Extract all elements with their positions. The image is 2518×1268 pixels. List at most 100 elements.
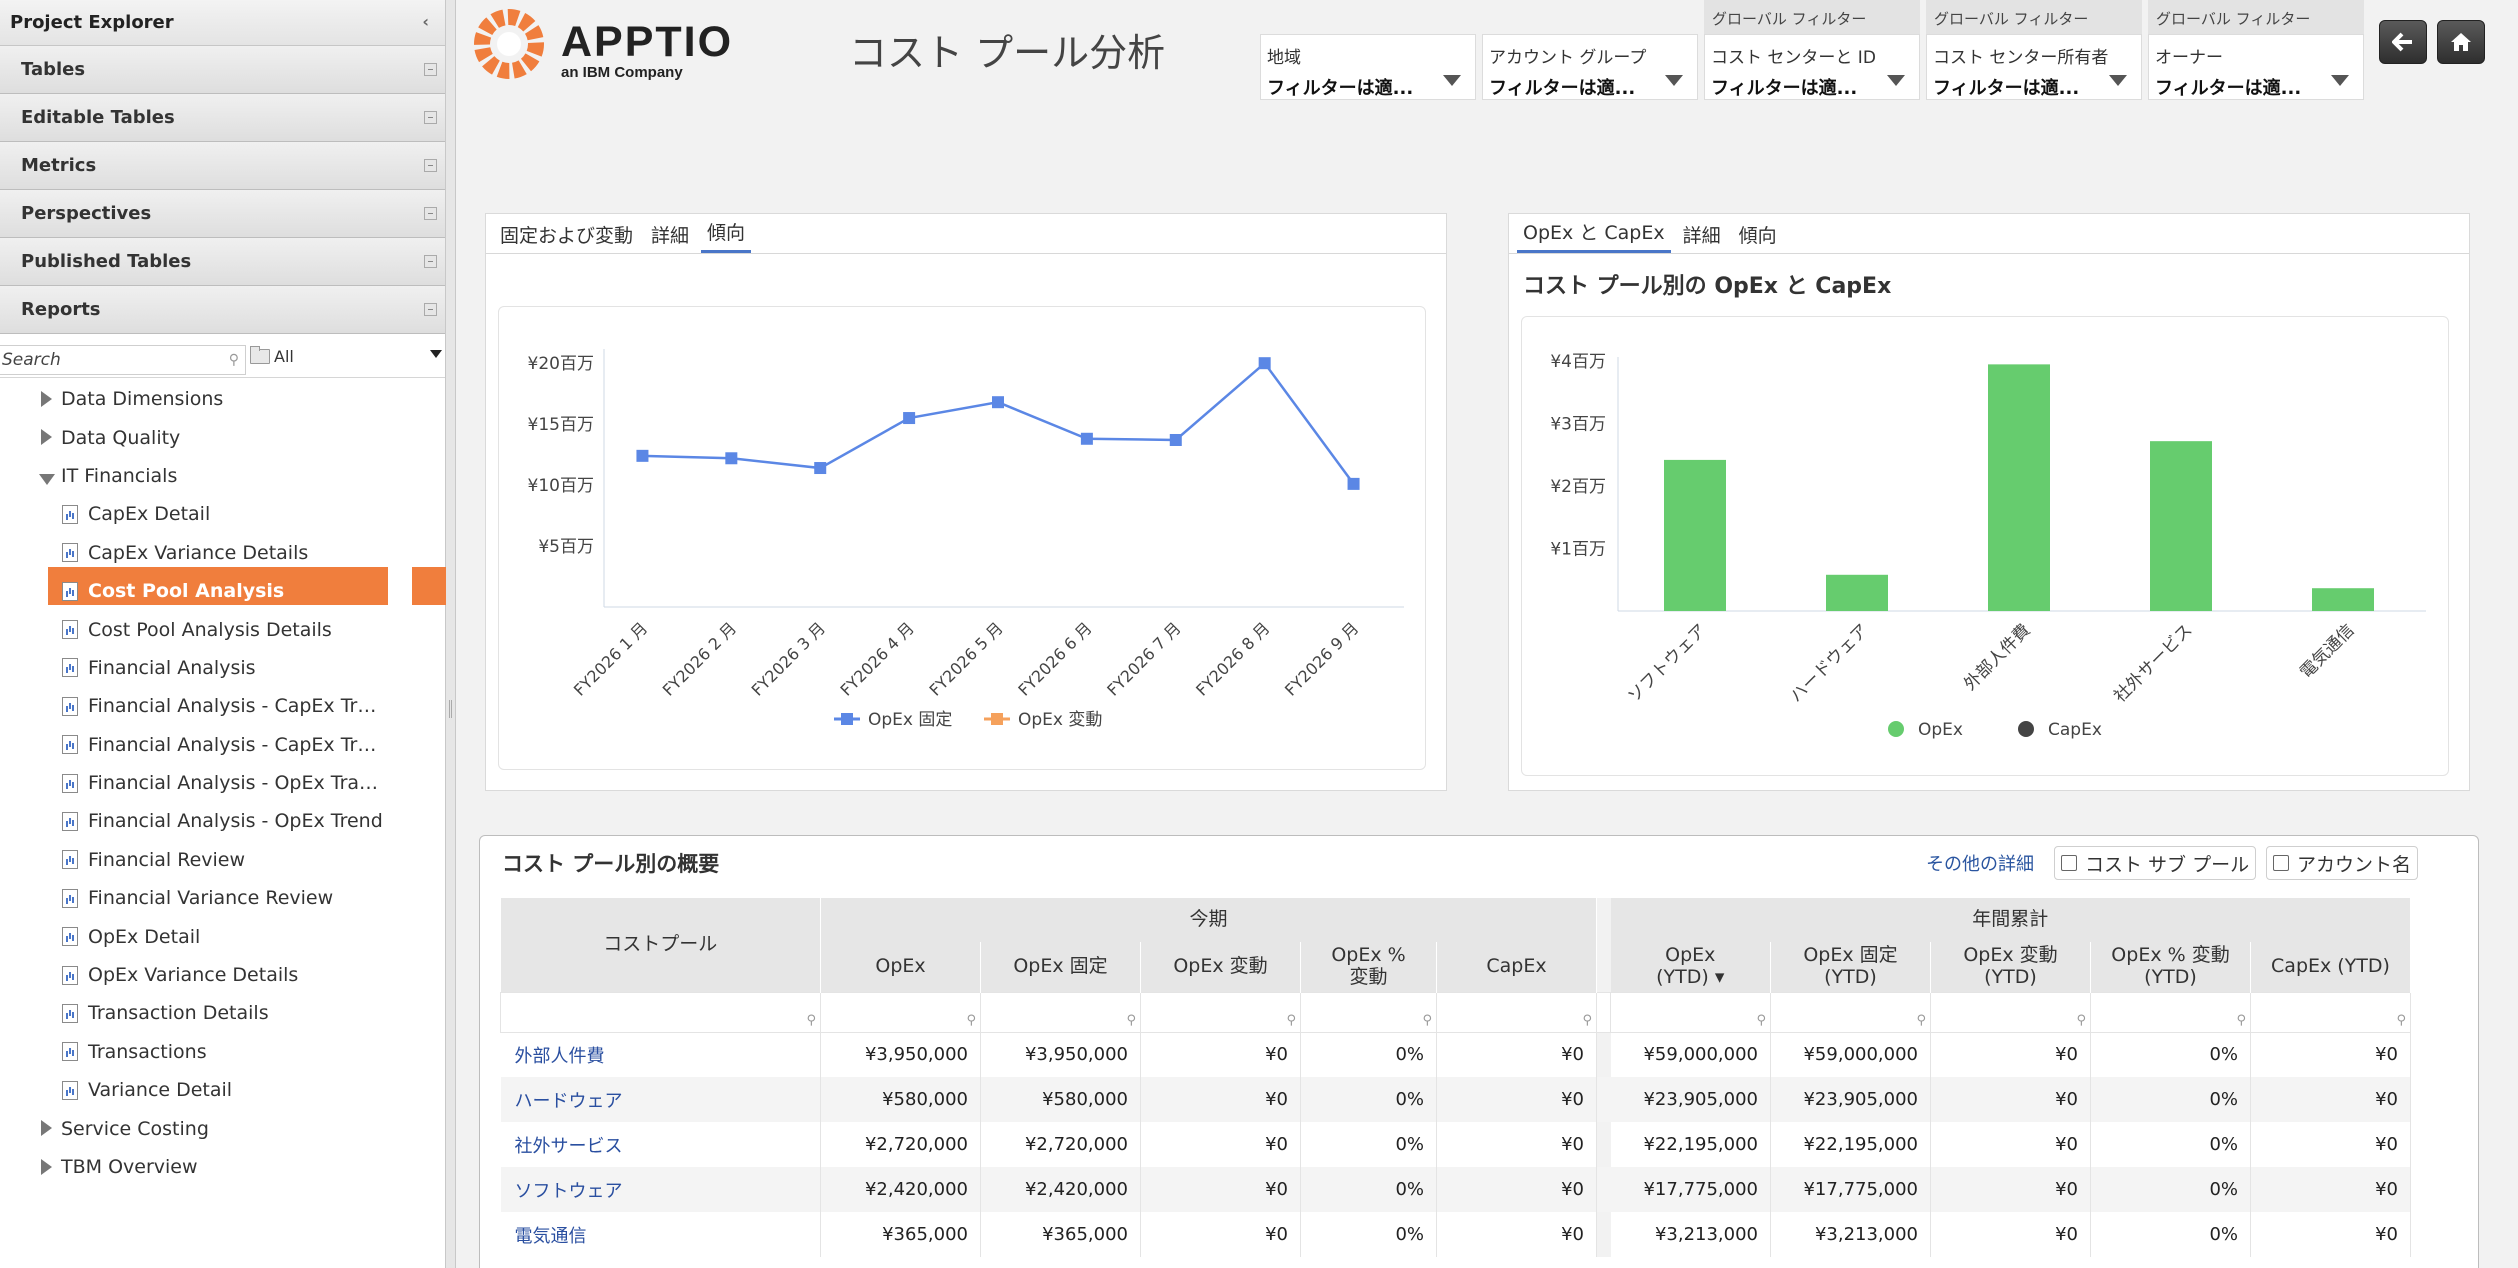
table-row[interactable]: 外部人件費 ¥3,950,000 ¥3,950,000 ¥0 0% ¥0 ¥59,000,0… xyxy=(500,1032,2411,1077)
checkbox-icon[interactable] xyxy=(2061,855,2077,871)
tree-folder[interactable]: Service Costing xyxy=(0,1109,446,1147)
bar[interactable] xyxy=(1826,574,1888,611)
tree-report-item[interactable]: Transaction Details xyxy=(0,994,446,1032)
data-point[interactable] xyxy=(1080,432,1093,445)
tree-folder[interactable]: IT Financials xyxy=(0,457,446,495)
collapse-left-icon[interactable]: ‹ xyxy=(422,12,429,31)
tree-report-item[interactable]: OpEx Variance Details xyxy=(0,956,446,994)
cost-pool-link[interactable]: 電気通信 xyxy=(500,1212,821,1257)
data-point[interactable] xyxy=(1169,433,1182,446)
bar[interactable] xyxy=(2312,588,2374,611)
chart-tab[interactable]: OpEx と CapEx xyxy=(1517,218,1671,253)
expand-icon[interactable] xyxy=(424,255,437,268)
tree-report-item[interactable]: Financial Analysis - OpEx Trend xyxy=(0,802,446,840)
collapsed-arrow-icon[interactable] xyxy=(41,1120,52,1137)
legend-label[interactable]: OpEx 固定 xyxy=(868,710,952,730)
tree-report-item[interactable]: Cost Pool Analysis xyxy=(0,572,446,610)
column-filter-input[interactable]: ⚲ xyxy=(1300,991,1437,1033)
filter-search-icon[interactable]: ⚲ xyxy=(1916,1012,1926,1028)
table-row[interactable]: ソフトウェア ¥2,420,000 ¥2,420,000 ¥0 0% ¥0 ¥17,775,… xyxy=(500,1167,2411,1212)
tree-report-item[interactable]: Financial Analysis - CapEx Tr… xyxy=(0,687,446,725)
filter-search-icon[interactable]: ⚲ xyxy=(2076,1012,2086,1028)
expanded-arrow-icon[interactable] xyxy=(39,473,55,485)
table-row[interactable]: ハードウェア ¥580,000 ¥580,000 ¥0 0% ¥0 ¥23,905,000 ¥… xyxy=(500,1077,2411,1122)
chevron-down-icon[interactable] xyxy=(1443,75,1461,86)
data-point[interactable] xyxy=(992,396,1004,409)
filter-box[interactable]: コスト センター所有者 フィルターは適... xyxy=(1926,34,2142,100)
filter-dropdown[interactable]: グローバル フィルター オーナー フィルターは適... xyxy=(2148,0,2364,100)
accordion-item[interactable]: Reports xyxy=(0,286,445,334)
search-icon[interactable]: ⚲ xyxy=(228,351,239,368)
data-point[interactable] xyxy=(725,452,738,465)
filter-search-icon[interactable]: ⚲ xyxy=(1756,1012,1766,1028)
tree-report-item[interactable]: Financial Analysis xyxy=(0,649,446,687)
col-header[interactable]: OpEx xyxy=(820,942,981,992)
column-filter-input[interactable]: ⚲ xyxy=(820,991,981,1033)
accordion-item[interactable]: Editable Tables xyxy=(0,94,445,142)
chart-tab[interactable]: 傾向 xyxy=(701,218,752,253)
tree-report-item[interactable]: Financial Variance Review xyxy=(0,879,446,917)
column-filter-input[interactable]: ⚲ xyxy=(2250,991,2411,1033)
legend-label[interactable]: OpEx 変動 xyxy=(1018,710,1102,730)
filter-box[interactable]: オーナー フィルターは適... xyxy=(2148,34,2364,100)
tree-folder[interactable]: TBM Overview xyxy=(0,1148,446,1186)
filter-dropdown[interactable]: グローバル フィルター コスト センターと ID フィルターは適... xyxy=(1704,0,1920,100)
folder-filter-select[interactable]: All xyxy=(246,334,446,378)
data-point[interactable] xyxy=(1258,357,1271,370)
chart-tab[interactable]: 固定および変動 xyxy=(500,225,634,247)
tree-folder[interactable]: Data Quality xyxy=(0,418,446,456)
chevron-down-icon[interactable] xyxy=(1665,75,1683,86)
filter-search-icon[interactable]: ⚲ xyxy=(2236,1012,2246,1028)
cost-pool-link[interactable]: ハードウェア xyxy=(500,1077,821,1122)
col-header[interactable]: OpEx 変動 (YTD) xyxy=(1930,942,2091,992)
bar[interactable] xyxy=(2150,441,2212,611)
subpool-checkbox[interactable]: コスト サブ プール xyxy=(2054,846,2257,880)
column-filter-input[interactable]: ⚲ xyxy=(1930,991,2091,1033)
sidebar-splitter[interactable] xyxy=(446,0,456,1268)
tree-folder[interactable]: Data Dimensions xyxy=(0,380,446,418)
col-header[interactable]: OpEx % 変動 (YTD) xyxy=(2090,942,2251,992)
filter-search-icon[interactable]: ⚲ xyxy=(1126,1012,1136,1028)
filter-search-icon[interactable]: ⚲ xyxy=(1422,1012,1432,1028)
chevron-down-icon[interactable] xyxy=(1887,75,1905,86)
tree-report-item[interactable]: Transactions xyxy=(0,1033,446,1071)
expand-icon[interactable] xyxy=(424,207,437,220)
cost-pool-link[interactable]: 社外サービス xyxy=(500,1122,821,1167)
chart-tab[interactable]: 傾向 xyxy=(1738,225,1777,247)
filter-search-icon[interactable]: ⚲ xyxy=(1286,1012,1296,1028)
filter-box[interactable]: コスト センターと ID フィルターは適... xyxy=(1704,34,1920,100)
filter-box[interactable]: アカウント グループ フィルターは適... xyxy=(1482,34,1698,100)
data-point[interactable] xyxy=(636,449,649,462)
collapsed-arrow-icon[interactable] xyxy=(41,429,52,446)
tree-report-item[interactable]: Cost Pool Analysis Details xyxy=(0,610,446,648)
splitter-grip-icon[interactable] xyxy=(449,700,452,718)
col-header-cost-pool[interactable]: コストプール xyxy=(500,898,821,992)
tree-report-item[interactable]: Financial Review xyxy=(0,841,446,879)
column-filter-input[interactable]: ⚲ xyxy=(980,991,1141,1033)
col-header[interactable]: CapEx xyxy=(1436,942,1597,992)
col-header[interactable]: OpEx (YTD) ▾ xyxy=(1610,942,1771,992)
collapsed-arrow-icon[interactable] xyxy=(41,391,52,407)
legend-label[interactable]: OpEx xyxy=(1918,720,1963,740)
column-filter-input[interactable]: ⚲ xyxy=(1610,991,1771,1033)
tree-report-item[interactable]: CapEx Detail xyxy=(0,495,446,533)
filter-dropdown[interactable]: アカウント グループ フィルターは適... xyxy=(1482,0,1698,100)
data-point[interactable] xyxy=(814,462,827,475)
column-filter-input[interactable]: ⚲ xyxy=(500,991,821,1033)
filter-dropdown[interactable]: 地域 フィルターは適... xyxy=(1260,0,1476,100)
tree-report-item[interactable]: Variance Detail xyxy=(0,1071,446,1109)
filter-box[interactable]: 地域 フィルターは適... xyxy=(1260,34,1476,100)
col-header[interactable]: CapEx (YTD) xyxy=(2250,942,2411,992)
expand-icon[interactable] xyxy=(424,111,437,124)
column-filter-input[interactable]: ⚲ xyxy=(1140,991,1301,1033)
chart-tab[interactable]: 詳細 xyxy=(651,225,690,247)
search-input[interactable]: Search ⚲ xyxy=(0,344,246,375)
chevron-down-icon[interactable] xyxy=(2109,75,2127,86)
tree-report-item[interactable]: Financial Analysis - CapEx Tr… xyxy=(0,726,446,764)
legend-label[interactable]: CapEx xyxy=(2048,720,2102,740)
accordion-item[interactable]: Tables xyxy=(0,46,445,94)
filter-search-icon[interactable]: ⚲ xyxy=(966,1012,976,1028)
accordion-item[interactable]: Published Tables xyxy=(0,238,445,286)
expand-icon[interactable] xyxy=(424,303,437,316)
cost-pool-link[interactable]: 外部人件費 xyxy=(500,1032,821,1077)
